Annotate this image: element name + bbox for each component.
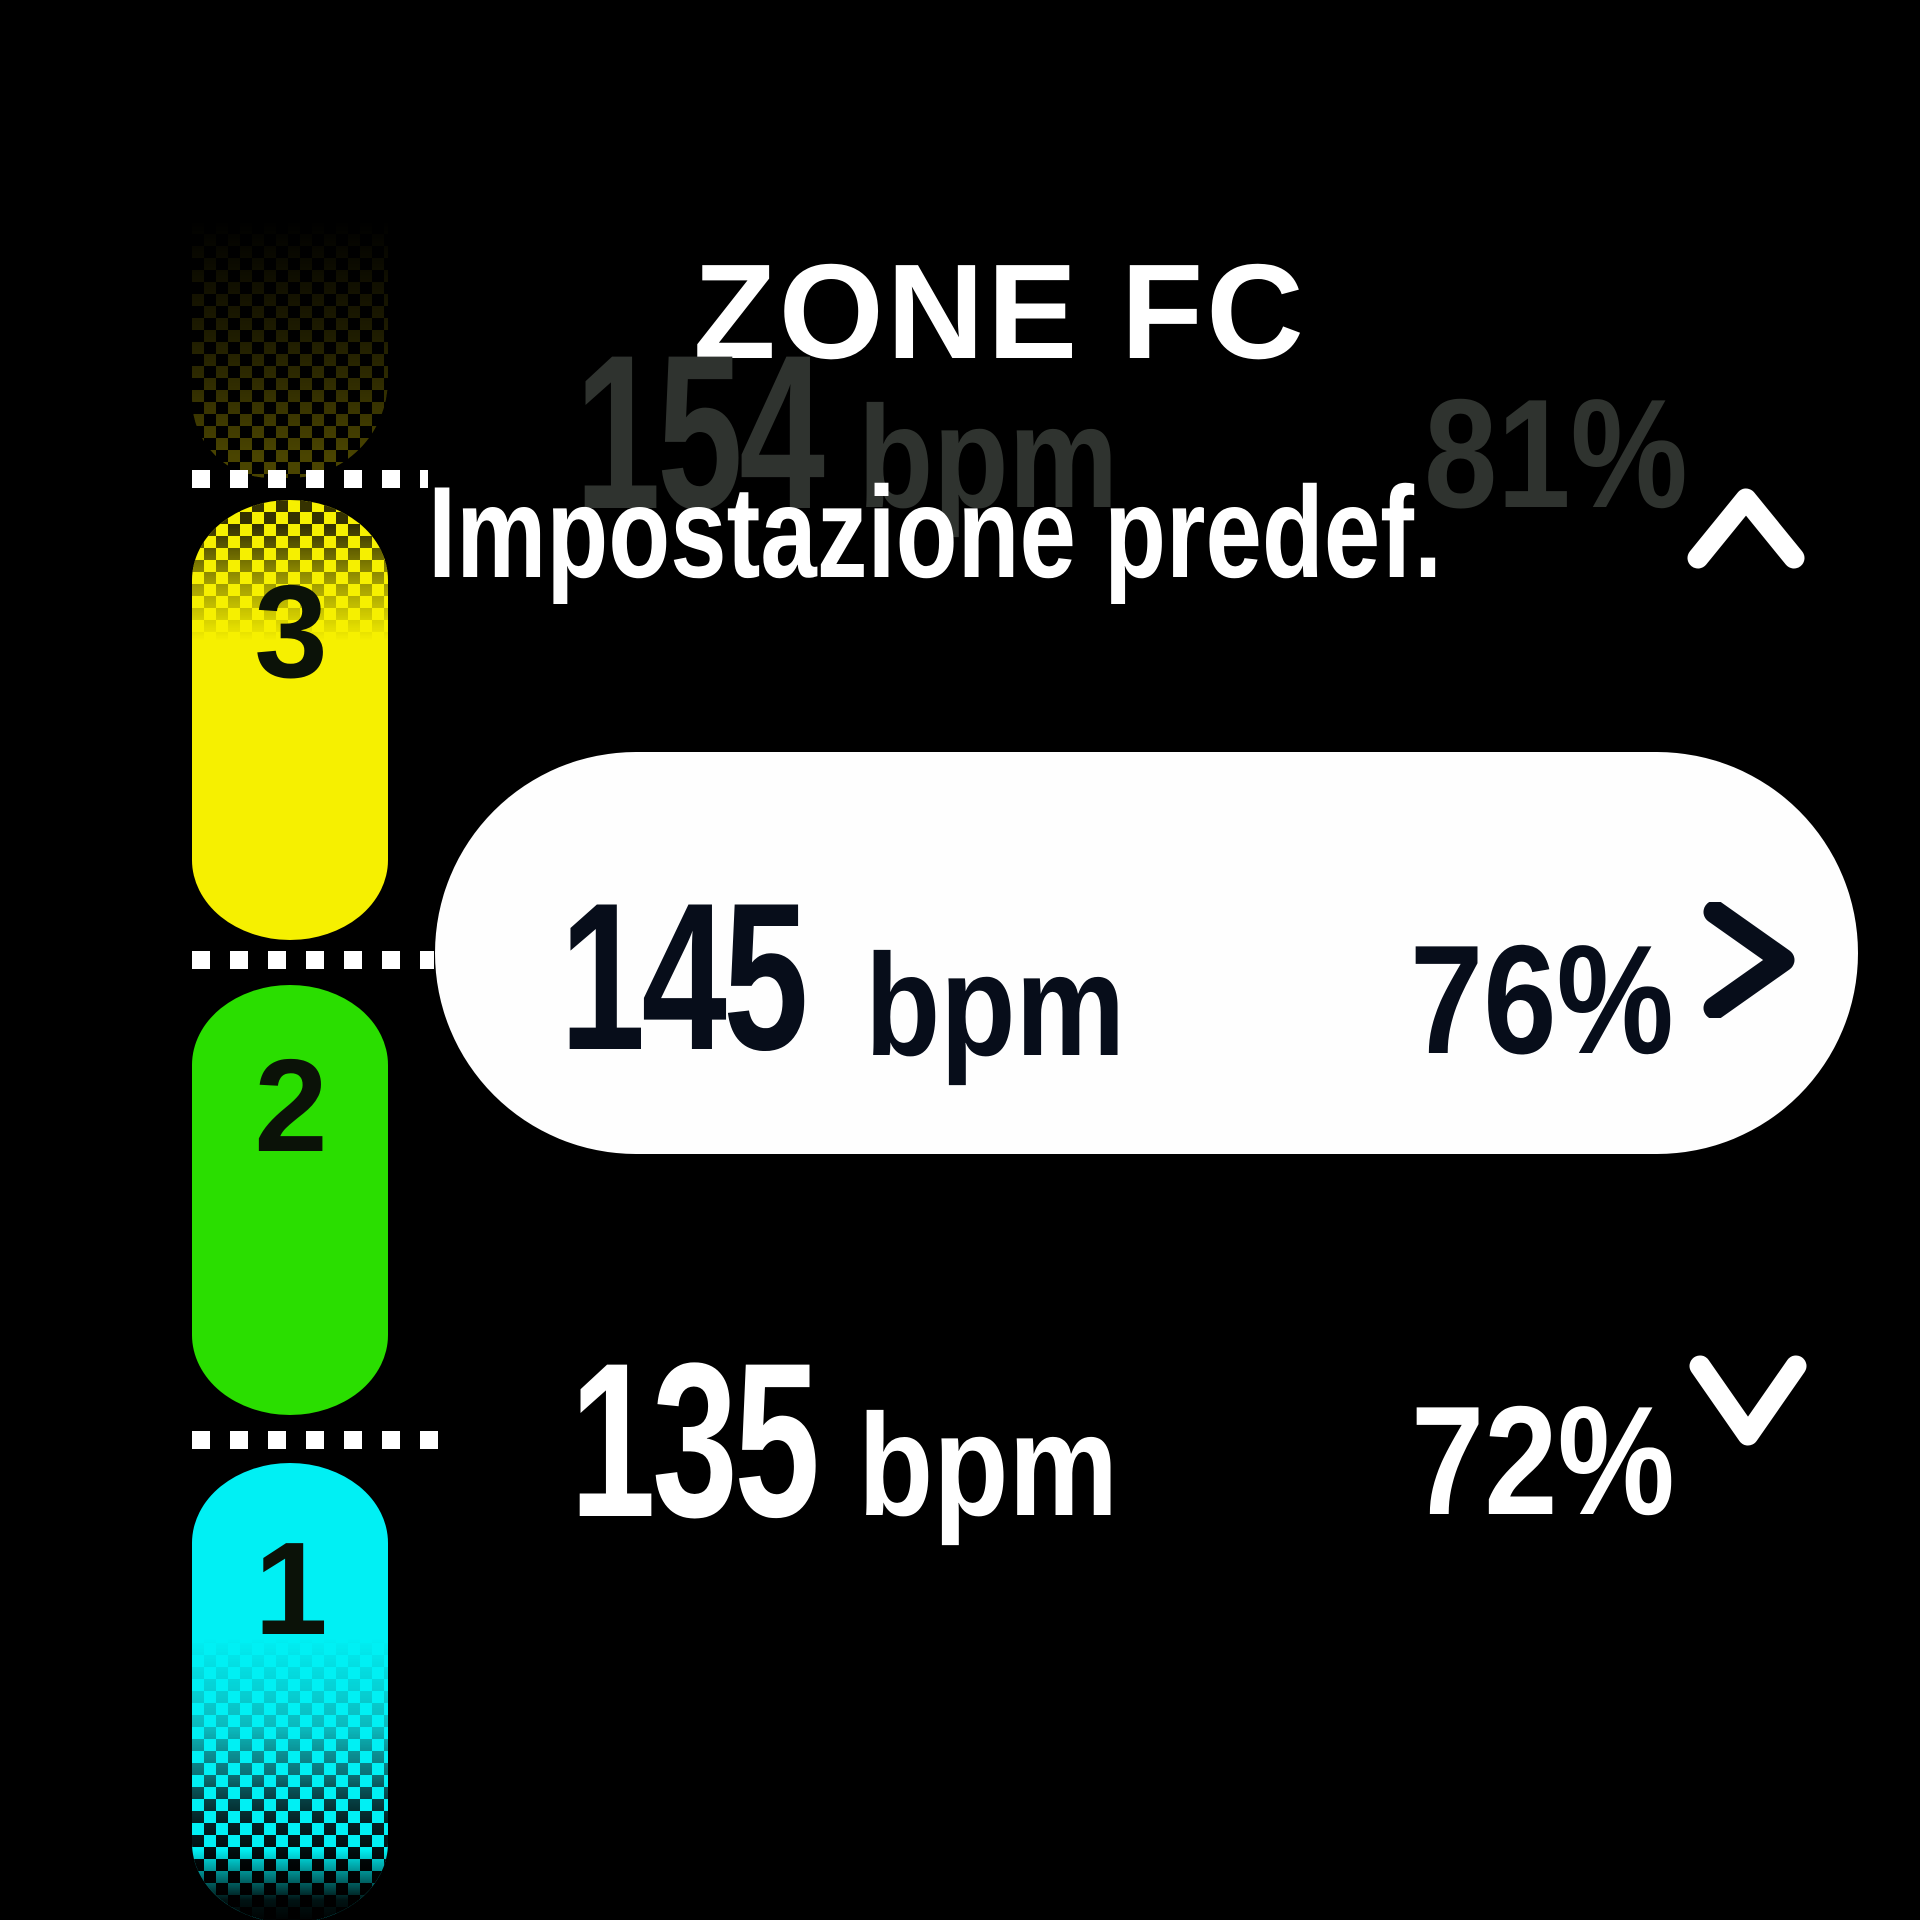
ghost-percent-value: 81% bbox=[1424, 367, 1688, 540]
zone-1-label: 1 bbox=[254, 1515, 327, 1662]
bpm-unit: bpm bbox=[865, 924, 1126, 1086]
zone4-fade bbox=[192, 210, 388, 478]
chevron-down-icon[interactable] bbox=[1688, 1354, 1808, 1448]
bpm-value: 135 bbox=[570, 1317, 820, 1563]
lower-boundary-row[interactable]: 135 bpm 72% bbox=[430, 1320, 1900, 1580]
zone-3-label: 3 bbox=[254, 558, 327, 705]
default-setting-label: Impostazione predef. bbox=[428, 459, 1443, 605]
ghost-bpm-unit: bpm bbox=[858, 376, 1119, 538]
zone-3-pill: 3 bbox=[192, 500, 388, 940]
zone-boundary-dotted-line bbox=[192, 1431, 444, 1449]
zone-1-fade bbox=[192, 1463, 388, 1920]
zone-1-pill: 1 bbox=[192, 1463, 388, 1920]
zone-2-pill: 2 bbox=[192, 985, 388, 1415]
zone-3-dither bbox=[192, 500, 388, 940]
zone-bar: 3 2 1 bbox=[0, 0, 460, 1920]
zone-2-label: 2 bbox=[254, 1032, 327, 1179]
bpm-value: 145 bbox=[560, 859, 808, 1094]
selected-boundary-pill[interactable]: 145 bpm 76% bbox=[435, 752, 1858, 1154]
zone-boundary-dotted-line bbox=[192, 470, 428, 488]
percent-value: 76% bbox=[1410, 913, 1674, 1086]
zone-boundary-dotted-line bbox=[192, 951, 434, 969]
page-title: ZONE FC bbox=[693, 236, 1307, 387]
previous-boundary-row[interactable]: 154 bpm 81% bbox=[430, 300, 1900, 560]
ghost-bpm-value: 154 bbox=[575, 309, 825, 555]
chevron-right-icon[interactable] bbox=[1703, 902, 1799, 1018]
bpm-unit: bpm bbox=[858, 1384, 1119, 1546]
chevron-up-icon[interactable] bbox=[1686, 486, 1806, 570]
percent-value: 72% bbox=[1411, 1374, 1675, 1547]
